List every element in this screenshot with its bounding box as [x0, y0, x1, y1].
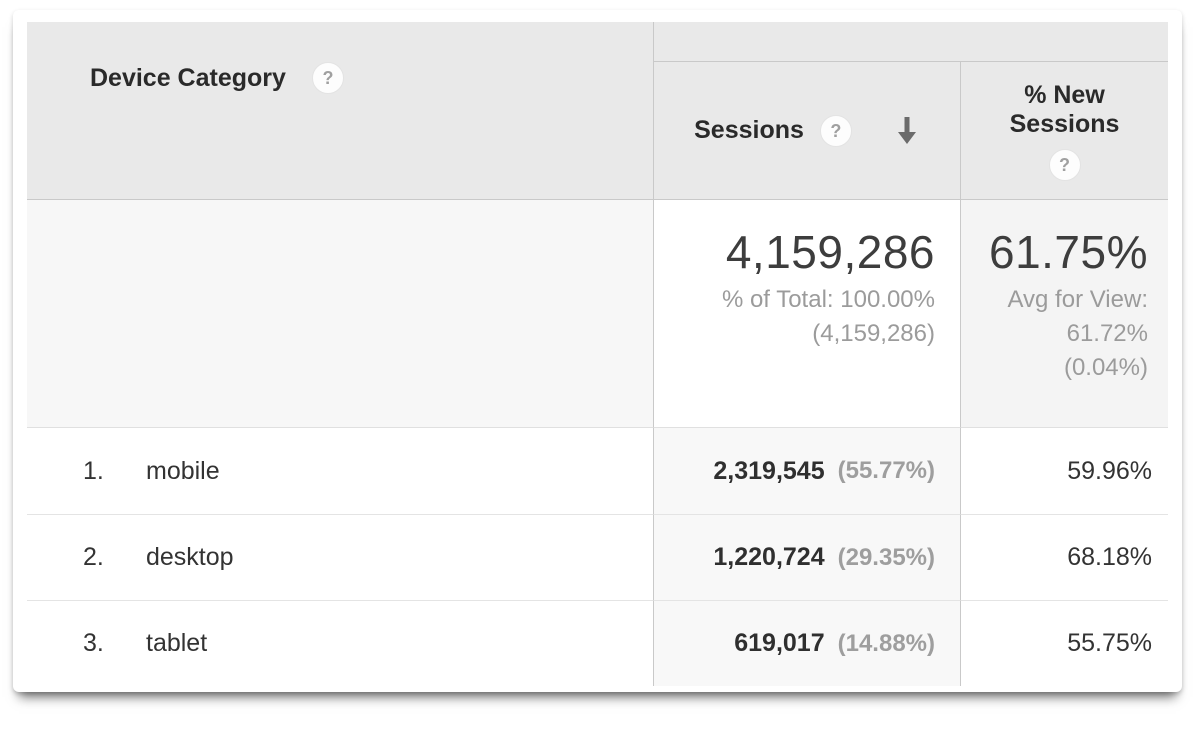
sessions-total-note-line2: (4,159,286)	[812, 319, 935, 347]
sessions-total-note-line1: % of Total: 100.00%	[721, 285, 935, 313]
new-sessions-value: 68.18%	[1067, 543, 1152, 571]
row-label: desktop	[146, 543, 234, 571]
row-label: mobile	[146, 456, 220, 485]
sessions-value: 1,220,724	[713, 543, 825, 571]
analytics-table-card: Device Category ? Sessions ?	[13, 10, 1182, 692]
summary-new-sessions-cell: 61.75% Avg for View: 61.72% (0.04%)	[960, 200, 1168, 428]
new-sessions-value: 59.96%	[1067, 456, 1152, 485]
summary-sessions-cell: 4,159,286 % of Total: 100.00% (4,159,286…	[653, 200, 960, 428]
sessions-percent: (29.35%)	[837, 543, 935, 571]
sessions-value: 2,319,545	[713, 456, 825, 485]
new-sessions-value: 55.75%	[1067, 629, 1152, 657]
sessions-percent: (14.88%)	[837, 629, 935, 657]
row-index: 1.	[83, 456, 104, 485]
sessions-total: 4,159,286	[725, 226, 935, 278]
new-sessions-note-line1: Avg for View:	[1007, 285, 1148, 313]
table-row-dimension-desktop: 2. desktop	[27, 514, 653, 600]
metric-headers-group: Sessions ? % New Sessions ?	[653, 22, 1168, 200]
table-cell-new-sessions-mobile: 59.96%	[960, 428, 1168, 514]
new-sessions-help-icon[interactable]: ?	[1048, 148, 1081, 181]
new-sessions-average-note: Avg for View: 61.72% (0.04%)	[961, 283, 1148, 385]
summary-dimension-cell	[27, 200, 653, 428]
row-label: tablet	[146, 629, 208, 657]
table-cell-sessions-mobile: 2,319,545 (55.77%)	[653, 428, 960, 514]
row-index: 2.	[83, 543, 104, 571]
new-sessions-note-line2: 61.72%	[1066, 319, 1148, 347]
table-row-dimension-mobile: 1. mobile	[27, 428, 653, 514]
sort-descending-arrow-icon	[894, 115, 920, 146]
device-category-table: Device Category ? Sessions ?	[27, 22, 1168, 686]
table-cell-sessions-tablet: 619,017 (14.88%)	[653, 600, 960, 686]
device-category-help-icon[interactable]: ?	[311, 62, 344, 94]
new-sessions-note-line3: (0.04%)	[1063, 354, 1148, 382]
table-cell-new-sessions-tablet: 55.75%	[960, 600, 1168, 686]
new-sessions-header-label: % New Sessions	[1009, 80, 1120, 139]
new-sessions-header-cell[interactable]: % New Sessions ?	[960, 62, 1168, 199]
table-cell-new-sessions-desktop: 68.18%	[960, 514, 1168, 600]
row-index: 3.	[83, 629, 104, 657]
sessions-help-icon[interactable]: ?	[819, 114, 852, 147]
sessions-value: 619,017	[734, 629, 825, 657]
sessions-header-label: Sessions	[694, 116, 804, 144]
device-category-header-cell[interactable]: Device Category ?	[27, 22, 653, 200]
sessions-total-note: % of Total: 100.00% (4,159,286)	[654, 283, 935, 351]
table-cell-sessions-desktop: 1,220,724 (29.35%)	[653, 514, 960, 600]
sessions-percent: (55.77%)	[837, 457, 935, 484]
metric-group-band	[654, 22, 1168, 62]
device-category-header-label: Device Category	[90, 63, 286, 92]
sessions-header-cell[interactable]: Sessions ?	[654, 62, 960, 199]
table-row-dimension-tablet: 3. tablet	[27, 600, 653, 686]
new-sessions-average: 61.75%	[988, 226, 1148, 278]
